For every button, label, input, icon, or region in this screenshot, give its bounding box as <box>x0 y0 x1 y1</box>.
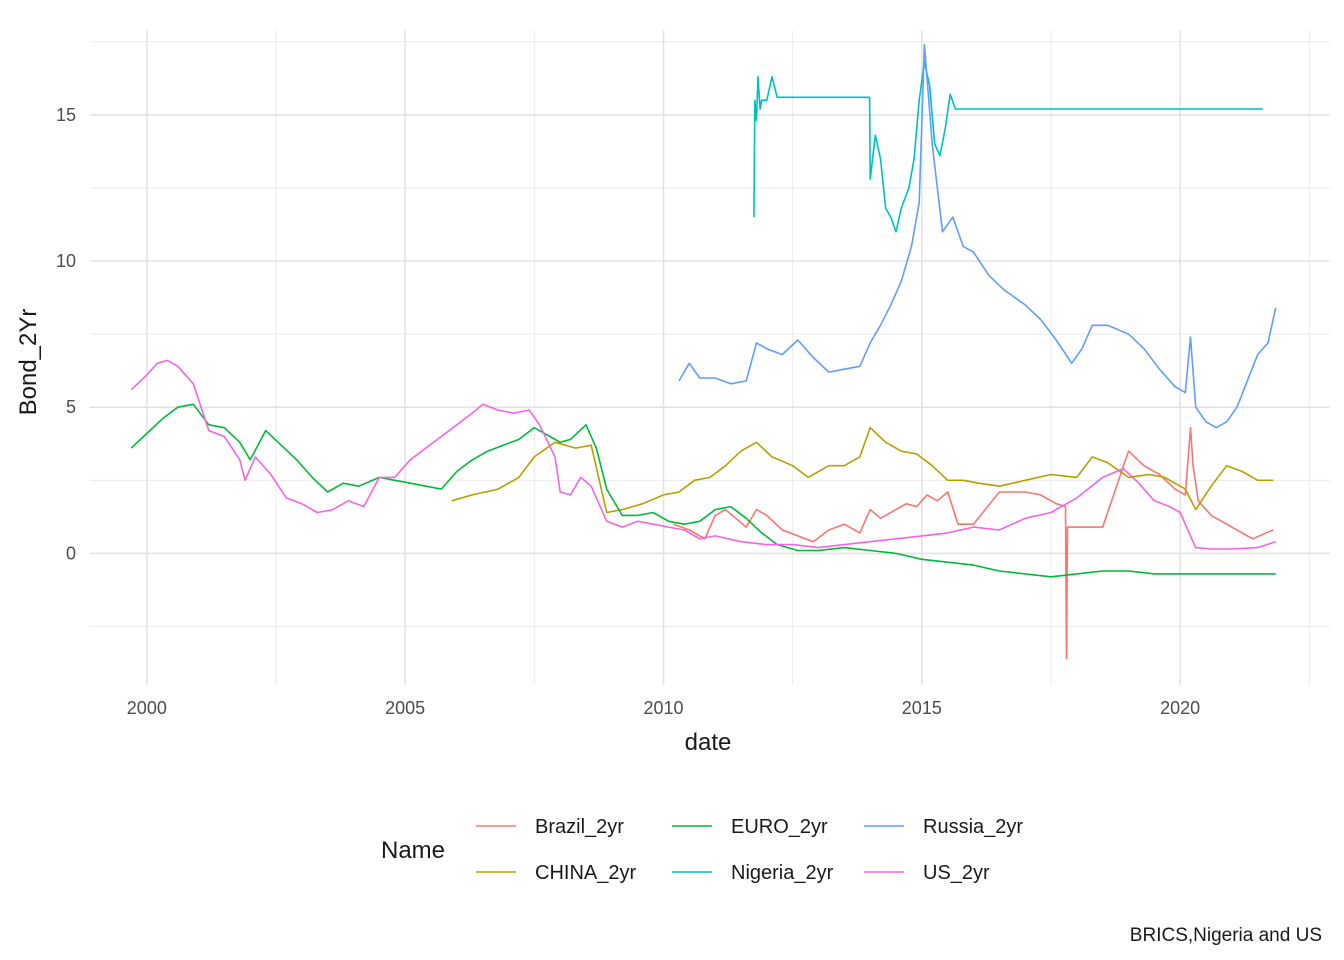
legend-item: EURO_2yr <box>672 816 828 838</box>
series-line-us-2yr <box>130 359 1276 550</box>
x-tick-label: 2015 <box>902 698 942 718</box>
x-tick-label: 2020 <box>1160 698 1200 718</box>
legend-label: Nigeria_2yr <box>731 862 834 884</box>
legend: Name Brazil_2yr CHINA_2yr EURO_2yr Nigeria_… <box>381 816 1023 884</box>
series-line-russia-2yr <box>678 43 1277 429</box>
x-tick-label: 2010 <box>643 698 683 718</box>
legend-label: Brazil_2yr <box>535 816 624 838</box>
y-tick-label: 15 <box>56 105 76 125</box>
legend-items: Brazil_2yr CHINA_2yr EURO_2yr Nigeria_2yr Ru… <box>476 816 1023 884</box>
legend-label: EURO_2yr <box>731 816 828 838</box>
y-tick-label: 5 <box>66 397 76 417</box>
legend-item: CHINA_2yr <box>476 862 636 884</box>
x-tick-labels: 2000 2005 2010 2015 2020 <box>127 698 1200 718</box>
y-tick-labels: 0 5 10 15 <box>56 105 76 564</box>
caption: BRICS,Nigeria and US <box>1130 925 1322 946</box>
series-line-euro-2yr <box>130 403 1276 578</box>
major-gridlines <box>90 30 1330 685</box>
x-axis-title: date <box>685 729 732 756</box>
x-tick-label: 2005 <box>385 698 425 718</box>
legend-item: Brazil_2yr <box>476 816 624 838</box>
series-line-china-2yr <box>451 426 1274 514</box>
legend-label: US_2yr <box>923 862 990 884</box>
legend-label: Russia_2yr <box>923 816 1023 838</box>
x-tick-label: 2000 <box>127 698 167 718</box>
legend-label: CHINA_2yr <box>535 862 636 884</box>
legend-item: Russia_2yr <box>864 816 1023 838</box>
series-lines <box>130 43 1277 660</box>
minor-gridlines <box>90 30 1330 685</box>
legend-title: Name <box>381 837 445 864</box>
legend-item: US_2yr <box>864 862 990 884</box>
series-line-nigeria-2yr <box>753 61 1263 233</box>
y-axis-title: Bond_2Yr <box>15 309 42 416</box>
legend-item: Nigeria_2yr <box>672 862 834 884</box>
y-tick-label: 10 <box>56 251 76 271</box>
y-tick-label: 0 <box>66 543 76 563</box>
series-line-brazil-2yr <box>673 426 1274 660</box>
